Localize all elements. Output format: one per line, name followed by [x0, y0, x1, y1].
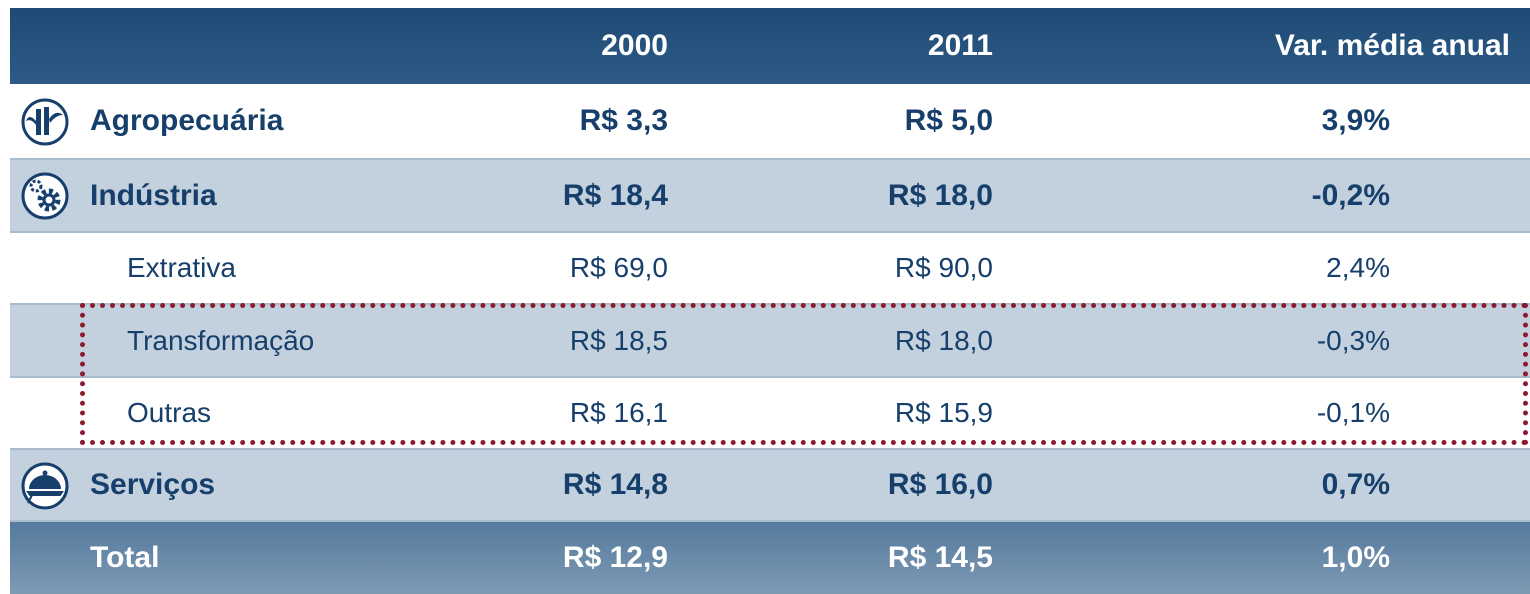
cell: -0,1%	[1316, 397, 1390, 428]
cell: R$ 15,9	[894, 397, 993, 428]
cell: R$ 18,5	[569, 324, 668, 356]
cell: R$ 16,0	[887, 468, 993, 501]
header-cell: 2011	[927, 29, 993, 62]
cell: R$ 14,8	[562, 468, 668, 501]
row: Outras R$ 16,1 R$ 15,9 -0,1%	[10, 378, 1530, 450]
row-label: Agropecuária	[90, 104, 284, 137]
header-row: 2000 2011 Var. média anual	[10, 8, 1530, 84]
cell: R$ 69,0	[569, 252, 668, 283]
cell: -0,3%	[1316, 324, 1390, 356]
industry-icon	[21, 172, 69, 220]
row: Agropecuária R$ 3,3 R$ 5,0 3,9%	[10, 84, 1530, 160]
cell: 1,0%	[1321, 541, 1390, 574]
row-label: Outras	[127, 397, 212, 428]
cell: R$ 90,0	[894, 252, 993, 283]
cell: R$ 5,0	[904, 104, 993, 137]
row-label: Extrativa	[127, 252, 236, 283]
row: Indústria R$ 18,4 R$ 18,0 -0,2%	[10, 160, 1530, 233]
cell: R$ 16,1	[569, 397, 668, 428]
row-label: Transformação	[127, 324, 315, 356]
header-cell: Var. média anual	[1274, 29, 1510, 62]
services-icon	[21, 462, 69, 510]
cell: R$ 3,3	[579, 104, 668, 137]
cell: 0,7%	[1321, 468, 1390, 501]
cell: R$ 12,9	[562, 541, 668, 574]
header-cell: 2000	[601, 29, 668, 62]
total-row: Total R$ 12,9 R$ 14,5 1,0%	[10, 522, 1530, 594]
row: Extrativa R$ 69,0 R$ 90,0 2,4%	[10, 233, 1530, 305]
row: Transformação R$ 18,5 R$ 18,0 -0,3%	[10, 305, 1530, 378]
row-label: Total	[90, 541, 160, 574]
cell: R$ 18,4	[562, 178, 668, 212]
cell: R$ 18,0	[887, 178, 993, 212]
highlight-box	[80, 303, 1528, 445]
cell: -0,2%	[1311, 178, 1390, 212]
cell: R$ 14,5	[887, 541, 993, 574]
cell: 3,9%	[1321, 104, 1390, 137]
agro-icon	[21, 98, 69, 146]
cell: R$ 18,0	[894, 324, 993, 356]
cell: 2,4%	[1326, 252, 1390, 283]
row-label: Serviços	[90, 468, 216, 501]
row-label: Indústria	[90, 178, 217, 212]
row: Serviços R$ 14,8 R$ 16,0 0,7%	[10, 450, 1530, 522]
